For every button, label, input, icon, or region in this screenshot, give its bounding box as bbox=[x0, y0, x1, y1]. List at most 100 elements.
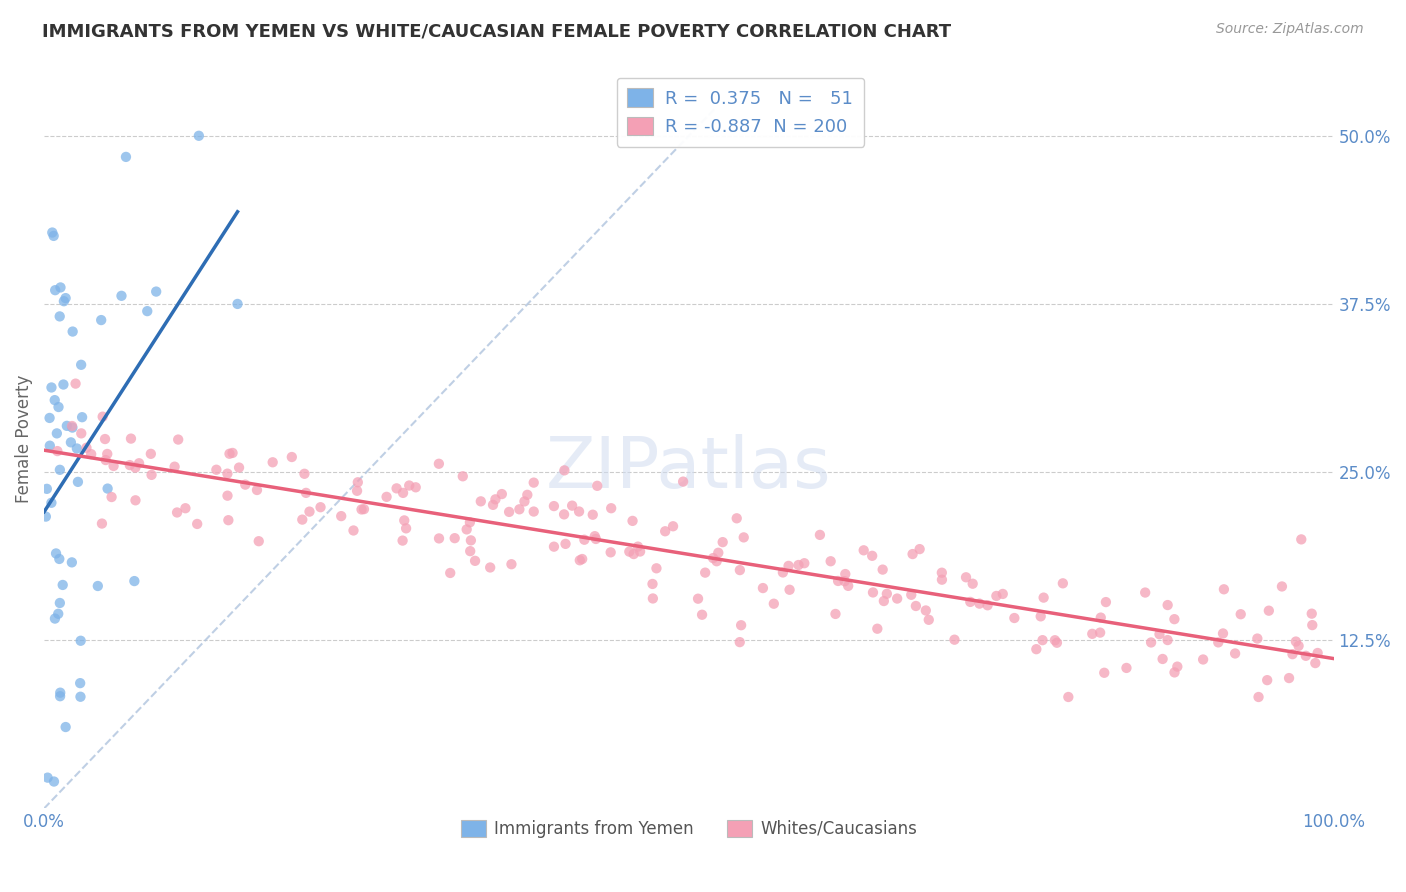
Point bbox=[350, 502, 373, 516]
Point bbox=[66, 475, 89, 489]
Point bbox=[690, 607, 713, 622]
Point bbox=[41, 496, 63, 510]
Point bbox=[45, 426, 67, 441]
Point bbox=[56, 418, 79, 433]
Point bbox=[1002, 611, 1025, 625]
Point bbox=[479, 560, 502, 574]
Point bbox=[711, 535, 734, 549]
Point bbox=[398, 478, 420, 492]
Point bbox=[986, 589, 1008, 603]
Point bbox=[228, 460, 250, 475]
Point bbox=[706, 554, 728, 568]
Point bbox=[1140, 635, 1163, 649]
Point bbox=[654, 524, 676, 539]
Point bbox=[543, 540, 565, 554]
Point bbox=[568, 504, 591, 518]
Point bbox=[41, 226, 63, 240]
Point bbox=[876, 587, 898, 601]
Point bbox=[852, 543, 875, 558]
Point bbox=[1025, 642, 1047, 657]
Point bbox=[1256, 673, 1278, 687]
Point bbox=[294, 467, 316, 481]
Point bbox=[752, 581, 775, 595]
Point bbox=[391, 533, 413, 548]
Point bbox=[873, 594, 896, 608]
Point bbox=[641, 577, 664, 591]
Point bbox=[1052, 576, 1074, 591]
Point bbox=[599, 545, 621, 559]
Point bbox=[66, 442, 89, 456]
Point bbox=[141, 467, 163, 482]
Point bbox=[498, 505, 520, 519]
Point bbox=[443, 531, 465, 545]
Point bbox=[1115, 661, 1137, 675]
Point bbox=[405, 480, 427, 494]
Point bbox=[793, 556, 815, 570]
Point bbox=[553, 463, 575, 477]
Point bbox=[70, 358, 93, 372]
Point bbox=[205, 463, 228, 477]
Point bbox=[174, 501, 197, 516]
Point bbox=[627, 540, 650, 554]
Point bbox=[523, 504, 546, 518]
Point bbox=[49, 463, 72, 477]
Point bbox=[1212, 582, 1234, 597]
Point bbox=[44, 611, 66, 625]
Point bbox=[69, 676, 91, 690]
Point bbox=[1295, 648, 1317, 663]
Point bbox=[167, 433, 190, 447]
Point bbox=[1285, 634, 1308, 648]
Point bbox=[342, 524, 364, 538]
Point bbox=[959, 595, 981, 609]
Point bbox=[94, 453, 117, 467]
Point bbox=[70, 410, 93, 425]
Point bbox=[623, 547, 645, 561]
Point bbox=[1135, 585, 1157, 599]
Point bbox=[931, 573, 953, 587]
Point bbox=[120, 432, 142, 446]
Point bbox=[62, 325, 84, 339]
Point bbox=[772, 566, 794, 580]
Point bbox=[583, 529, 606, 543]
Point bbox=[295, 486, 318, 500]
Point bbox=[375, 490, 398, 504]
Point bbox=[808, 528, 831, 542]
Point bbox=[394, 513, 416, 527]
Point bbox=[641, 591, 664, 606]
Point bbox=[298, 505, 321, 519]
Point bbox=[554, 537, 576, 551]
Point bbox=[491, 487, 513, 501]
Point bbox=[1288, 639, 1310, 653]
Point bbox=[346, 475, 368, 490]
Point bbox=[91, 409, 114, 424]
Point bbox=[38, 411, 60, 425]
Point bbox=[233, 477, 256, 491]
Point bbox=[439, 566, 461, 580]
Point bbox=[1281, 647, 1303, 661]
Point bbox=[962, 576, 984, 591]
Point bbox=[672, 475, 695, 489]
Point bbox=[1029, 609, 1052, 624]
Point bbox=[46, 607, 69, 621]
Text: Source: ZipAtlas.com: Source: ZipAtlas.com bbox=[1216, 22, 1364, 37]
Point bbox=[124, 493, 146, 508]
Point bbox=[226, 297, 249, 311]
Point bbox=[1057, 690, 1080, 704]
Point bbox=[45, 546, 67, 560]
Point bbox=[820, 554, 842, 568]
Point bbox=[115, 150, 138, 164]
Point bbox=[163, 459, 186, 474]
Point bbox=[1152, 652, 1174, 666]
Point bbox=[395, 521, 418, 535]
Point bbox=[645, 561, 668, 575]
Point bbox=[969, 597, 991, 611]
Point bbox=[166, 506, 188, 520]
Point bbox=[90, 313, 112, 327]
Point bbox=[702, 551, 724, 566]
Point bbox=[1212, 626, 1234, 640]
Point bbox=[762, 597, 785, 611]
Point bbox=[1305, 656, 1327, 670]
Point bbox=[1291, 533, 1313, 547]
Point bbox=[523, 475, 546, 490]
Point bbox=[392, 486, 415, 500]
